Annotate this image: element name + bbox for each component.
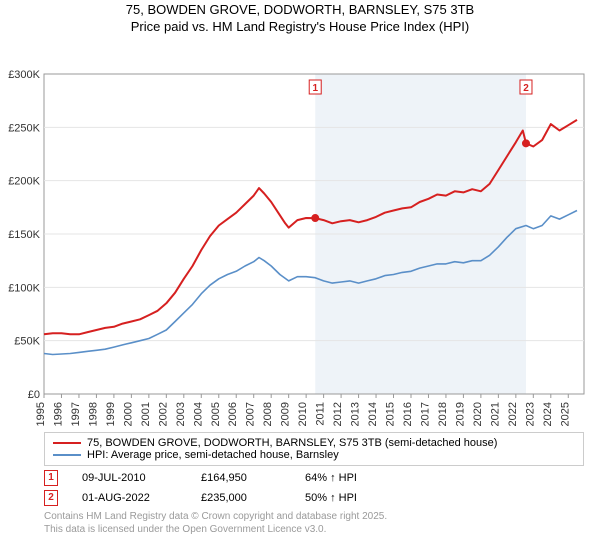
y-tick-label: £100K — [8, 282, 40, 294]
chart-area: £0 £50K £100K £150K £200K £250K £300K 1995 1996 1… — [0, 36, 600, 430]
transaction-hpi: 64% ↑ HPI — [305, 472, 405, 484]
legend-row: HPI: Average price, semi-detached house,… — [53, 449, 575, 461]
x-tick-label: 2007 — [245, 402, 257, 426]
y-tick-label: £150K — [8, 229, 40, 241]
x-tick-label: 1996 — [52, 402, 64, 426]
x-tick-label: 2009 — [280, 402, 292, 426]
x-tick-label: 2003 — [175, 402, 187, 426]
legend-row: 75, BOWDEN GROVE, DODWORTH, BARNSLEY, S7… — [53, 437, 575, 449]
transaction-date: 01-AUG-2022 — [82, 492, 177, 504]
footer-line-2: This data is licensed under the Open Gov… — [44, 523, 584, 536]
y-tick-label: £200K — [8, 175, 40, 187]
legend-label: 75, BOWDEN GROVE, DODWORTH, BARNSLEY, S7… — [87, 437, 497, 449]
transaction-marker: 1 — [44, 470, 58, 486]
y-tick-label: £250K — [8, 122, 40, 134]
x-tick-label: 2011 — [315, 402, 327, 426]
x-tick-label: 1995 — [35, 402, 47, 426]
legend-swatch — [53, 454, 81, 456]
chart-title: 75, BOWDEN GROVE, DODWORTH, BARNSLEY, S7… — [0, 0, 600, 36]
transaction-hpi: 50% ↑ HPI — [305, 492, 405, 504]
y-tick-label: £300K — [8, 69, 40, 81]
transaction-row: 1 09-JUL-2010 £164,950 64% ↑ HPI — [44, 468, 584, 488]
x-tick-label: 2006 — [227, 402, 239, 426]
x-tick-label: 2020 — [472, 402, 484, 426]
price-chart-svg: £0 £50K £100K £150K £200K £250K £300K 1995 1996 1… — [0, 36, 600, 430]
x-tick-label: 2023 — [524, 402, 536, 426]
title-line-2: Price paid vs. HM Land Registry's House … — [0, 19, 600, 36]
x-tick-label: 2021 — [489, 402, 501, 426]
x-tick-label: 2008 — [262, 402, 274, 426]
x-tick-label: 1999 — [105, 402, 117, 426]
transaction-date: 09-JUL-2010 — [82, 472, 177, 484]
transaction-point — [522, 139, 530, 147]
x-tick-label: 2013 — [350, 402, 362, 426]
x-tick-label: 2018 — [437, 402, 449, 426]
x-tick-label: 2004 — [192, 402, 204, 426]
legend: 75, BOWDEN GROVE, DODWORTH, BARNSLEY, S7… — [44, 432, 584, 466]
x-tick-label: 2010 — [297, 402, 309, 426]
x-tick-label: 2016 — [402, 402, 414, 426]
x-tick-label: 2005 — [210, 402, 222, 426]
transaction-point — [311, 214, 319, 222]
x-tick-label: 2014 — [367, 402, 379, 426]
event-marker-label: 1 — [312, 83, 318, 94]
x-tick-label: 2022 — [507, 402, 519, 426]
x-tick-label: 2025 — [559, 402, 571, 426]
y-tick-label: £50K — [14, 335, 40, 347]
x-tick-label: 2015 — [385, 402, 397, 426]
footer-line-1: Contains HM Land Registry data © Crown c… — [44, 510, 584, 523]
transaction-marker: 2 — [44, 490, 58, 506]
legend-label: HPI: Average price, semi-detached house,… — [87, 449, 339, 461]
x-tick-label: 2002 — [157, 402, 169, 426]
x-tick-label: 2024 — [542, 402, 554, 426]
transactions-table: 1 09-JUL-2010 £164,950 64% ↑ HPI 2 01-AUG-202… — [44, 468, 584, 508]
x-tick-label: 2012 — [332, 402, 344, 426]
attribution-footer: Contains HM Land Registry data © Crown c… — [44, 510, 584, 536]
x-tick-label: 2019 — [454, 402, 466, 426]
x-tick-label: 2000 — [122, 402, 134, 426]
event-marker-label: 2 — [523, 83, 529, 94]
x-tick-label: 2017 — [419, 402, 431, 426]
x-tick-label: 1997 — [70, 402, 82, 426]
x-tick-label: 2001 — [140, 402, 152, 426]
title-line-1: 75, BOWDEN GROVE, DODWORTH, BARNSLEY, S7… — [0, 2, 600, 19]
legend-swatch — [53, 442, 81, 444]
transaction-price: £235,000 — [201, 492, 281, 504]
y-tick-label: £0 — [28, 389, 40, 401]
x-tick-label: 1998 — [87, 402, 99, 426]
transaction-price: £164,950 — [201, 472, 281, 484]
transaction-row: 2 01-AUG-2022 £235,000 50% ↑ HPI — [44, 488, 584, 508]
